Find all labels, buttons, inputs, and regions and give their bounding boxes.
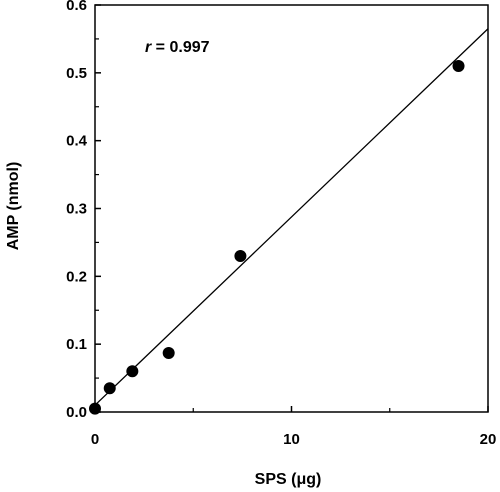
y-tick-label: 0.2 [66, 268, 87, 285]
correlation-symbol: r [145, 39, 152, 56]
x-axis-title: SPS (μg) [255, 471, 322, 488]
data-point [452, 60, 465, 73]
y-tick-label: 0.6 [66, 0, 87, 14]
x-tick-label: 10 [283, 431, 300, 448]
y-tick-label: 0.1 [66, 336, 87, 353]
y-tick-label: 0.5 [66, 65, 87, 82]
data-point [103, 382, 116, 395]
y-tick-label: 0.0 [66, 404, 87, 421]
plot-frame [94, 4, 489, 413]
correlation-annotation: r = 0.997 [145, 39, 210, 56]
correlation-value: = 0.997 [151, 39, 209, 56]
y-tick-label: 0.3 [66, 201, 87, 218]
data-points [89, 60, 465, 415]
y-axis-title: AMP (nmol) [5, 162, 22, 251]
regression-line [94, 28, 489, 406]
data-point [89, 402, 101, 415]
y-axis-ticks: 0.0 0.1 0.2 0.3 0.4 0.5 0.6 [66, 0, 101, 421]
data-point [162, 346, 175, 359]
plot-border [94, 4, 489, 413]
x-tick-label: 0 [91, 431, 99, 448]
x-tick-label: 20 [480, 431, 497, 448]
data-point [234, 249, 247, 262]
fit-line-group [94, 28, 489, 406]
data-point [126, 365, 139, 378]
y-tick-label: 0.4 [66, 133, 88, 150]
